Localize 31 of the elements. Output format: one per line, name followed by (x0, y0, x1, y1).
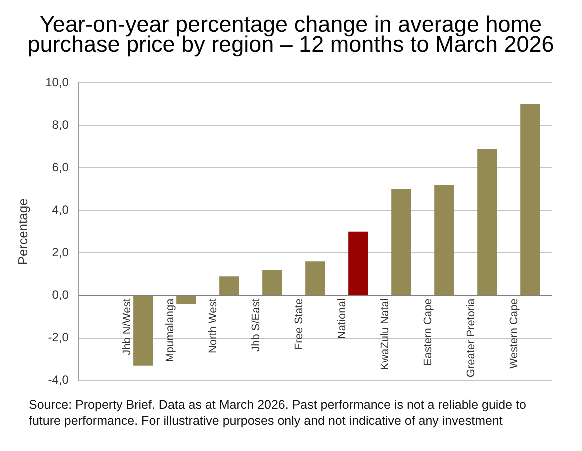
bar (520, 104, 540, 296)
y-tick-label: 8,0 (52, 118, 70, 132)
x-tick-label: Eastern Cape (422, 298, 435, 366)
x-tick-label: Western Cape (508, 298, 521, 369)
bar (348, 232, 368, 296)
x-tick-label: Jhb S/East (250, 298, 263, 352)
y-tick-label: -2,0 (48, 330, 70, 345)
y-tick-label: 10,0 (46, 75, 70, 90)
y-tick-label: 6,0 (52, 160, 70, 174)
x-tick-label: Greater Pretoria (466, 298, 478, 378)
bar (176, 296, 196, 304)
y-tick-label: 0,0 (52, 288, 70, 302)
bar (478, 148, 498, 296)
bar (434, 185, 454, 296)
bar (220, 276, 240, 296)
bar (392, 189, 412, 296)
bar (306, 262, 326, 296)
x-tick-label: Jhb N/West (121, 298, 134, 356)
x-tick-label: KwaZulu Natal (380, 298, 392, 370)
y-tick-label: 2,0 (52, 245, 70, 260)
y-tick-label: -4,0 (48, 373, 70, 388)
bar (134, 296, 154, 366)
x-tick-label: Free State (294, 298, 306, 350)
y-axis-title: Percentage (15, 198, 30, 266)
x-tick-label: North West (208, 298, 220, 354)
chart-title: Year-on-year percentage change in average home purchase price by region – 12 months to March 2026 (26, 12, 556, 57)
x-tick-label: National (336, 298, 349, 340)
bar (262, 270, 282, 296)
y-tick-label: 4,0 (52, 202, 70, 217)
source-note: Source: Property Brief. Data as at March 2026. Past performance is not a reliable guide to future performance. For illustrative purposes only and not indicative of any investment (29, 397, 528, 429)
x-tick-label: Mpumalanga (164, 298, 176, 362)
